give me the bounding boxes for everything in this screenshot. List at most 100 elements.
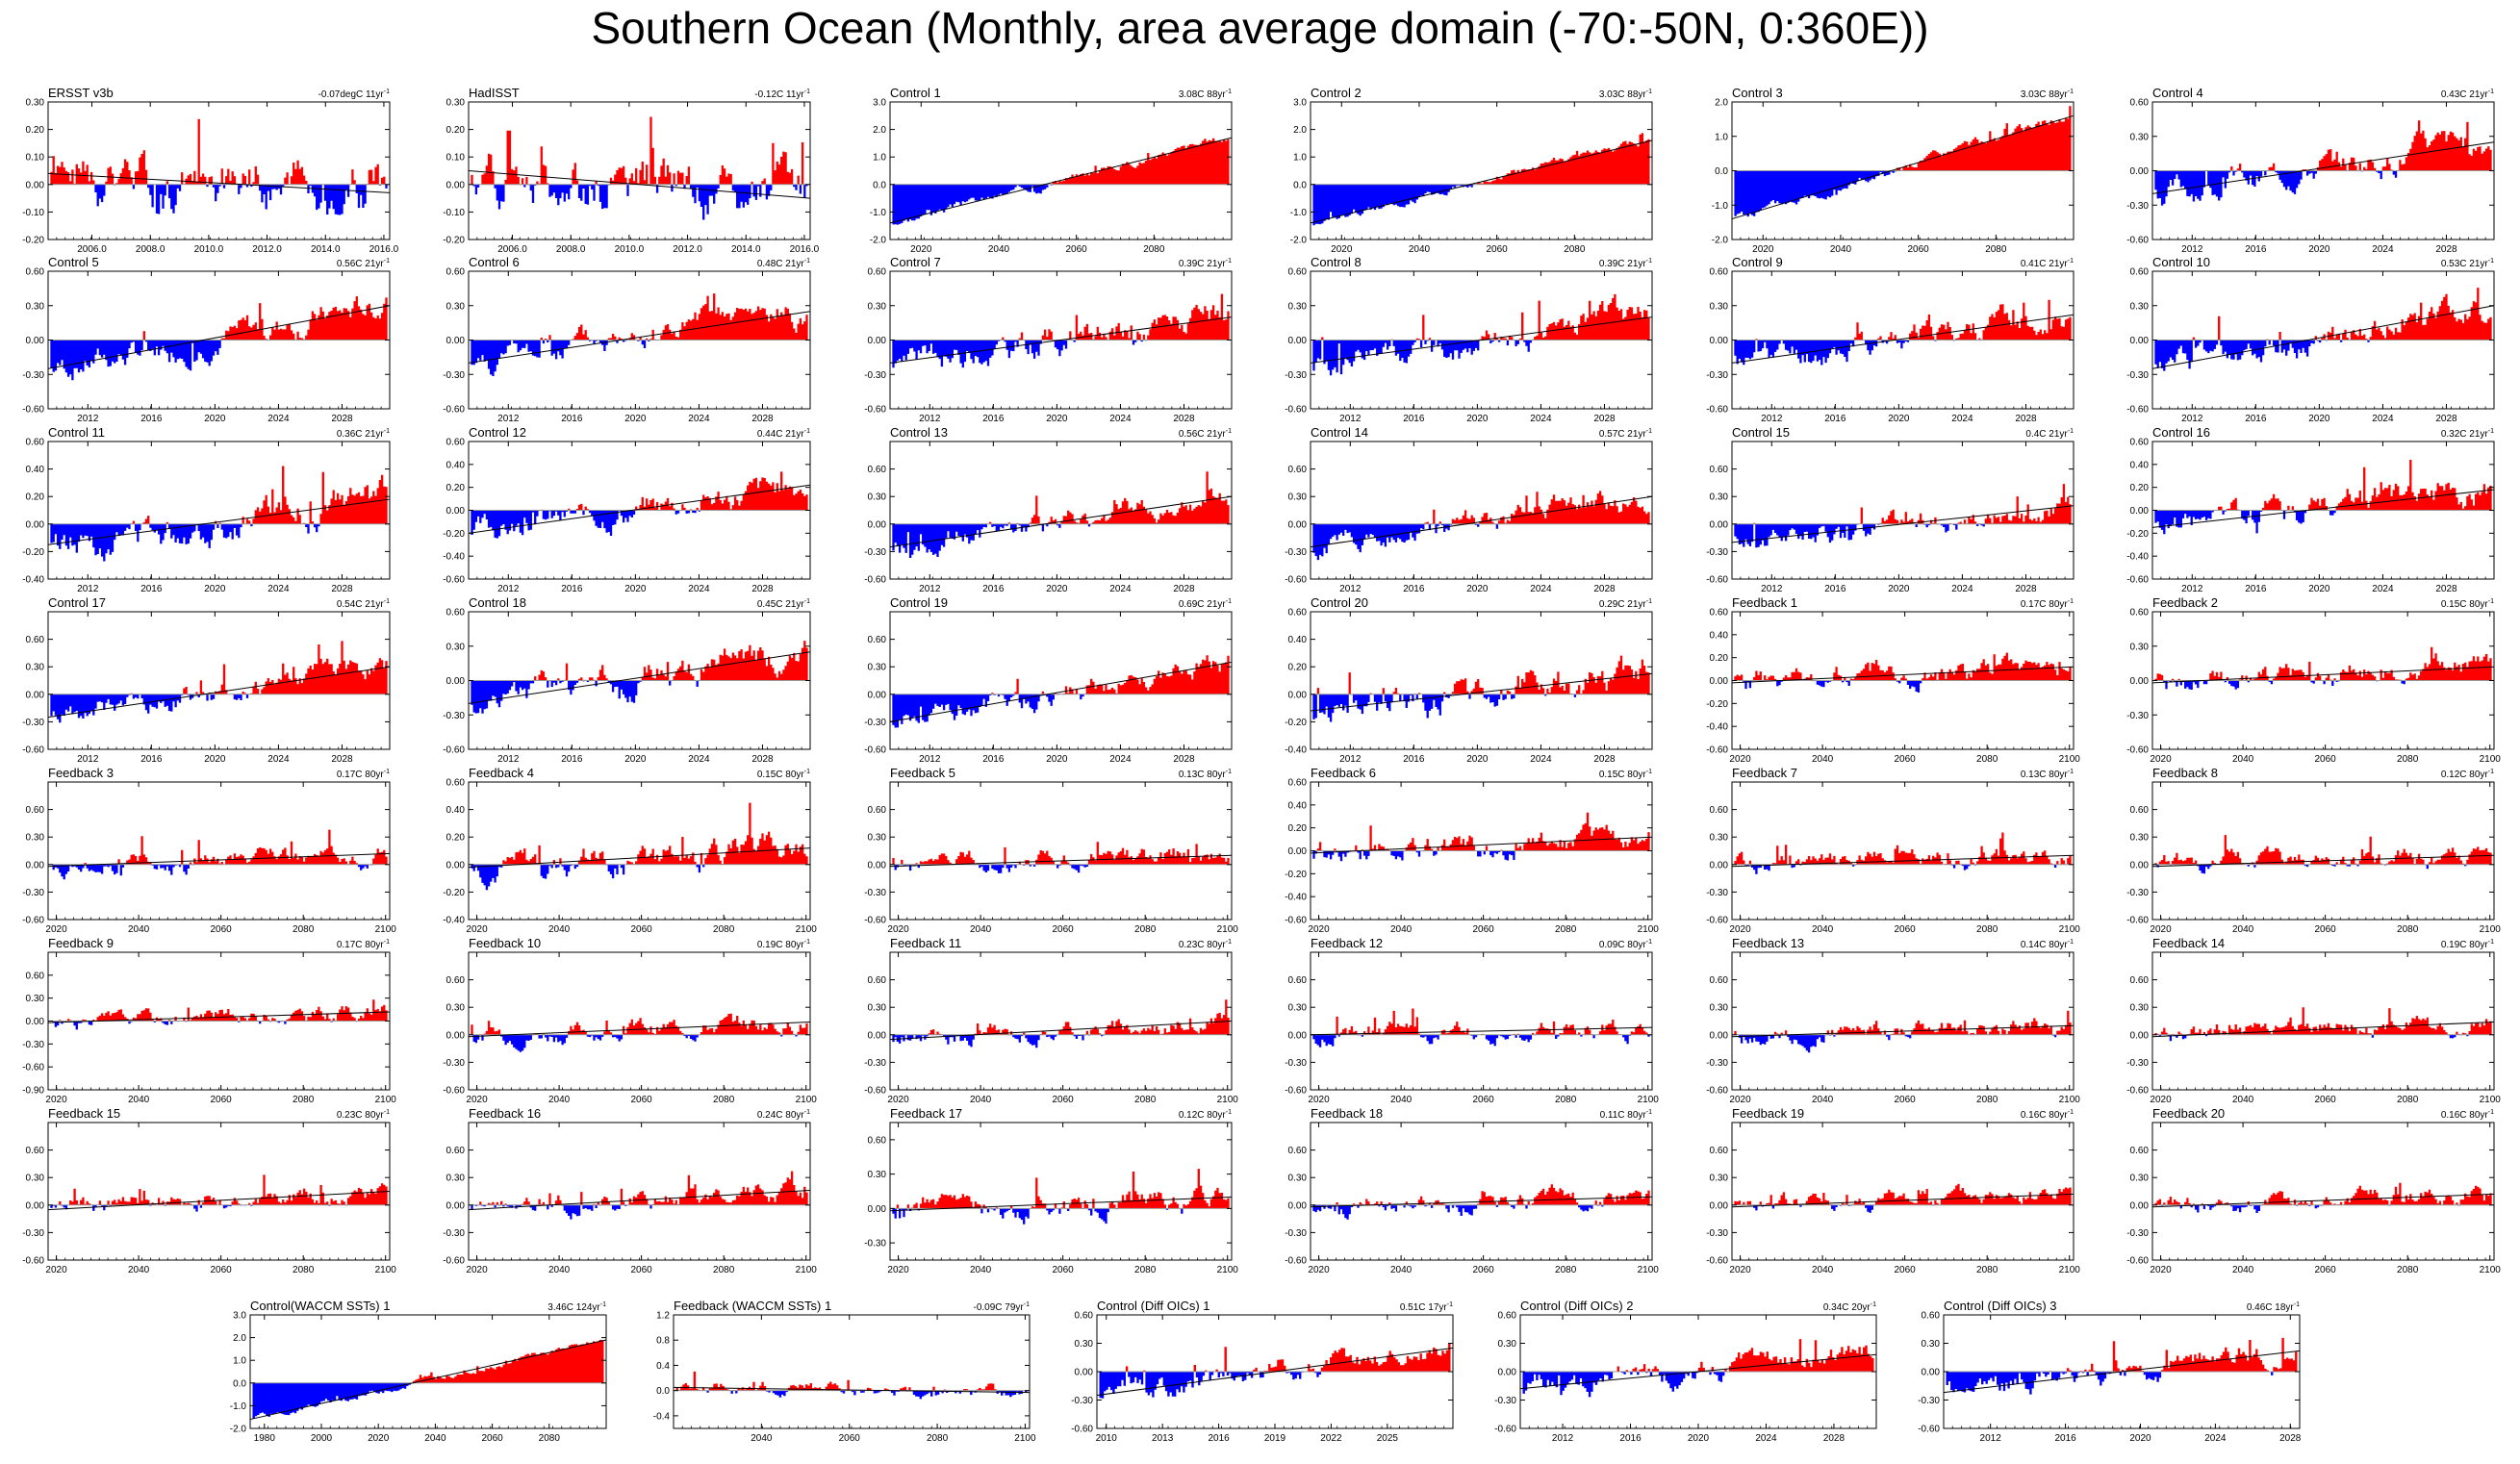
- trend-line: [2151, 305, 2495, 369]
- panel-trend: 0.09C 80yr-1: [1599, 939, 1652, 950]
- trend-line: [2151, 1021, 2495, 1038]
- y-tick-label: -0.60: [1071, 1425, 1093, 1435]
- y-tick-label: 0.40: [2130, 460, 2150, 470]
- trend-superscript: -1: [2068, 258, 2074, 265]
- panel-trend: 0.36C 21yr-1: [337, 428, 390, 440]
- y-tick-label: -0.20: [443, 529, 465, 540]
- panel-trend: 0.16C 80yr-1: [2021, 1109, 2074, 1121]
- plot-frame: [889, 951, 1233, 1091]
- x-tick-label: 2020: [624, 584, 647, 594]
- y-tick-label: 0.00: [26, 690, 45, 700]
- y-tick-label: 0.30: [868, 1003, 887, 1014]
- y-tick-label: 0.30: [1075, 1339, 1094, 1350]
- y-tick-label: 0.30: [1710, 833, 1729, 844]
- x-tick-label: 2100: [796, 1265, 818, 1275]
- panel-title: Feedback 3: [48, 766, 114, 780]
- trend-superscript: -1: [2068, 769, 2074, 775]
- y-tick-label: 0.00: [1710, 860, 1729, 871]
- plot-frame: [1731, 781, 2075, 921]
- y-tick-label: -0.30: [1706, 547, 1728, 558]
- y-tick-label: -1.0: [230, 1401, 247, 1412]
- panel-trend: 0.15C 80yr-1: [2441, 598, 2494, 610]
- x-tick-label: 2024: [2372, 584, 2394, 594]
- x-tick-label: 2060: [1908, 244, 1930, 255]
- x-tick-label: 2040: [1390, 924, 1413, 935]
- x-tick-label: 2020: [466, 1095, 488, 1105]
- positive-anomaly-area: [1734, 1183, 2072, 1205]
- trend-superscript: -1: [804, 88, 810, 95]
- x-tick-label: 2016.0: [369, 244, 399, 255]
- negative-anomaly-area: [50, 523, 320, 562]
- trend-superscript: -1: [2294, 1301, 2300, 1308]
- x-tick-label: 2008.0: [136, 244, 165, 255]
- x-tick-label: 2019: [1264, 1433, 1286, 1444]
- x-tick-label: 2016.0: [790, 244, 820, 255]
- x-tick-label: 2014.0: [311, 244, 341, 255]
- y-tick-label: 0.00: [1710, 1030, 1729, 1041]
- x-tick-label: 2080: [713, 1095, 735, 1105]
- y-tick-label: -0.30: [1285, 547, 1307, 558]
- x-tick-label: 2012: [1761, 414, 1783, 424]
- negative-anomaly-area: [1312, 850, 1515, 862]
- panel-feedback-14: -0.60 -0.30 0.00 0.30 0.60 2020 2040 2060 2080 21…: [2126, 936, 2501, 1105]
- trend-superscript: -1: [384, 939, 390, 946]
- x-tick-label: 2080: [1555, 1265, 1577, 1275]
- y-tick-label: 0.00: [446, 336, 466, 346]
- plot-frame: [47, 781, 391, 921]
- trend-superscript: -1: [1646, 88, 1652, 95]
- positive-anomaly-area: [896, 1169, 1230, 1209]
- positive-anomaly-area: [2204, 120, 2492, 171]
- y-tick-label: -0.60: [2126, 1086, 2149, 1097]
- x-tick-label: 2012: [1552, 1433, 1574, 1444]
- y-tick-label: -0.60: [2126, 575, 2149, 586]
- y-tick-label: 0.60: [1288, 778, 1308, 789]
- y-tick-label: 3.0: [873, 98, 886, 109]
- y-tick-label: 0.00: [1288, 336, 1308, 346]
- y-tick-label: 0.30: [446, 98, 466, 109]
- trend-superscript: -1: [1226, 939, 1232, 946]
- panel-trend: 0.54C 21yr-1: [337, 598, 390, 610]
- x-tick-label: 2080: [539, 1433, 561, 1444]
- x-tick-label: 2020: [1729, 1265, 1751, 1275]
- x-tick-label: 2040: [128, 924, 150, 935]
- panel-feedback-6: -0.60 -0.40 -0.20 0.00 0.20 0.40 0.60 2020 2040 2…: [1285, 766, 1659, 935]
- negative-anomaly-area: [2154, 340, 2370, 371]
- y-tick-label: 0.00: [868, 1030, 887, 1041]
- x-tick-label: 2028: [1173, 754, 1195, 765]
- y-tick-label: 0.60: [1288, 975, 1308, 986]
- y-tick-label: -0.30: [443, 1058, 465, 1069]
- panel-title: Feedback 7: [1732, 766, 1797, 780]
- panel-trend: 0.24C 80yr-1: [757, 1109, 810, 1121]
- panel-control-16: -0.60 -0.40 -0.20 0.00 0.20 0.40 0.60 2012 2016 2…: [2126, 425, 2495, 594]
- y-tick-label: -0.20: [2126, 529, 2149, 540]
- y-tick-label: 0.20: [446, 833, 466, 844]
- y-tick-label: -0.40: [1285, 745, 1307, 756]
- x-tick-label: 2012.0: [252, 244, 282, 255]
- x-tick-label: 2020: [466, 924, 488, 935]
- panel-control-diff-oics-1: -0.60 -0.30 0.00 0.30 0.60 2010 2013 2016 2019 20…: [1071, 1299, 1454, 1444]
- y-tick-label: -0.30: [22, 1228, 44, 1239]
- positive-anomaly-area: [1612, 1339, 1874, 1372]
- negative-anomaly-area: [1734, 340, 1956, 366]
- y-tick-label: -0.20: [443, 236, 465, 246]
- y-tick-label: 0.30: [1288, 1174, 1308, 1184]
- x-tick-label: 2028: [1173, 414, 1195, 424]
- panel-feedback-11: -0.60 -0.30 0.00 0.30 0.60 2020 2040 2060 2080 21…: [864, 936, 1238, 1105]
- negative-anomaly-area: [892, 1208, 1184, 1224]
- x-tick-label: 2020: [1729, 924, 1751, 935]
- y-tick-label: -0.10: [443, 208, 465, 218]
- panel-trend: 0.11C 80yr-1: [1600, 1109, 1653, 1121]
- y-tick-label: 0.60: [1288, 267, 1308, 278]
- y-tick-label: 0.60: [1288, 608, 1308, 618]
- trend-superscript: -1: [384, 88, 390, 95]
- x-tick-label: 2012: [919, 754, 941, 765]
- x-tick-label: 2024: [2204, 1433, 2227, 1444]
- x-tick-label: 2012: [77, 414, 99, 424]
- x-tick-label: 2028: [1593, 584, 1616, 594]
- y-tick-label: 0.0: [1715, 166, 1728, 177]
- x-tick-label: 2012: [919, 584, 941, 594]
- panel-control-12: -0.60 -0.40 -0.20 0.00 0.20 0.40 0.60 2012 2016 2…: [443, 425, 811, 594]
- trend-line: [2151, 1193, 2495, 1208]
- x-tick-label: 2024: [267, 584, 290, 594]
- y-tick-label: -0.30: [22, 888, 44, 898]
